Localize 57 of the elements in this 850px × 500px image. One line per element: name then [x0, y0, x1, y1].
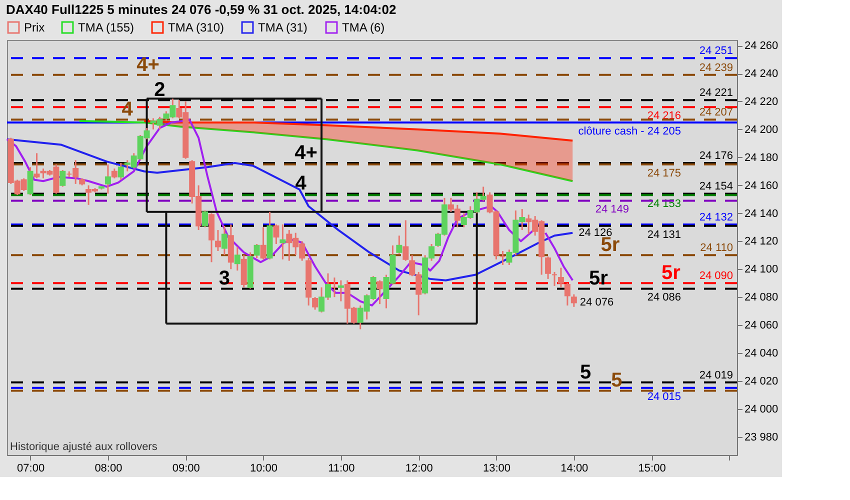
y-tick-label: 24 060 [744, 320, 778, 332]
annotation: 4 [122, 98, 134, 121]
y-tick-label: 24 180 [744, 152, 778, 164]
ref-line-label: 24 176 [699, 150, 733, 162]
y-tick-label: 24 220 [744, 96, 778, 108]
y-tick-label: 24 140 [744, 208, 778, 220]
annotation: 2 [154, 79, 166, 102]
ref-line-label: 24 251 [699, 45, 733, 58]
ref-line-label: 24 110 [700, 242, 733, 254]
x-tick-label: 13:00 [482, 462, 511, 474]
ref-line-label: 24 132 [699, 211, 733, 224]
ref-line-label: 24 154 [699, 180, 733, 193]
ref-line-label: 24 131 [647, 228, 681, 241]
y-tick-label: 24 160 [744, 180, 778, 192]
legend-label: TMA (31) [258, 20, 308, 35]
annotation: 24 076 [580, 296, 614, 309]
x-tick-label: 07:00 [17, 462, 45, 474]
ref-line-label: 24 207 [699, 106, 733, 119]
chart-title: DAX40 Full1225 5 minutes 24 076 -0,59 % 31 oct. 2025, 14:04:02 [6, 2, 396, 17]
y-tick-label: 24 200 [744, 124, 778, 136]
ref-line-label: 24 175 [647, 167, 681, 180]
annotation: 4 [295, 172, 308, 195]
ref-line-label: 24 090 [699, 270, 733, 282]
ref-line-label: 24 149 [595, 204, 629, 216]
y-tick-label: 24 020 [744, 375, 778, 388]
legend-label: TMA (6) [342, 20, 385, 35]
legend-label: TMA (155) [78, 20, 134, 35]
ref-line-label: 24 019 [699, 369, 733, 382]
y-tick-label: 24 000 [744, 403, 778, 416]
y-tick-label: 24 240 [744, 68, 778, 80]
y-tick-label: 24 100 [744, 264, 778, 276]
annotation: 4+ [136, 54, 160, 76]
annotation: 4+ [294, 142, 318, 164]
ref-line-label: 24 221 [699, 87, 733, 100]
x-tick-label: 09:00 [172, 462, 200, 474]
x-tick-label: 08:00 [94, 462, 122, 474]
y-tick-label: 24 260 [744, 40, 778, 52]
x-tick-label: 11:00 [328, 462, 355, 474]
annotation: 5 [580, 361, 592, 384]
annotation: 5 [611, 370, 622, 392]
y-tick-label: 24 080 [744, 292, 778, 304]
x-tick-label: 15:00 [638, 462, 666, 474]
annotation: Historique ajusté aux rollovers [10, 441, 158, 453]
y-tick-label: 24 040 [744, 347, 778, 360]
y-tick-label: 24 120 [744, 236, 778, 248]
legend-label: TMA (310) [168, 20, 224, 35]
ref-line-label: 24 015 [647, 390, 681, 403]
annotation: 5r [589, 268, 608, 290]
ref-line-label: 24 239 [699, 62, 733, 74]
y-tick-label: 23 980 [744, 431, 778, 444]
ref-line-label: clôture cash - 24 205 [578, 125, 681, 138]
x-tick-label: 10:00 [250, 462, 278, 474]
ref-line-label: 24 086 [647, 292, 681, 304]
x-tick-label: 14:00 [560, 462, 588, 474]
legend-label: Prix [24, 20, 45, 35]
x-tick-label: 12:00 [405, 462, 433, 474]
annotation: 5r [662, 262, 681, 284]
